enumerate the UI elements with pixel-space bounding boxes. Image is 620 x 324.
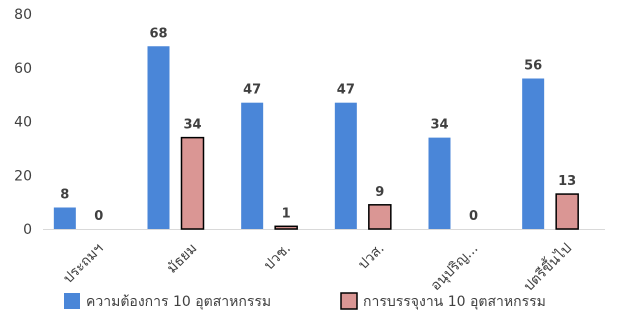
- data-label-series-2-6: 13: [558, 174, 576, 189]
- x-tick-label: ปตรีขึ้นไป: [519, 238, 575, 294]
- x-tick-label: มัธยม: [164, 241, 200, 277]
- data-label-series-1-4: 47: [337, 83, 355, 98]
- legend-label-series-2: การบรรจุงาน 10 อุตสาหกรรม: [363, 294, 546, 310]
- y-tick-label: 0: [23, 222, 32, 238]
- x-tick-label: ประถมฯ: [60, 241, 106, 287]
- legend-swatch-series-2: [340, 292, 358, 310]
- legend-swatch-series-1: [64, 293, 80, 309]
- bar-series-2-3: [274, 225, 298, 230]
- y-tick-label: 20: [14, 168, 32, 184]
- data-label-series-2-2: 34: [183, 118, 201, 133]
- bar-series-1-6: [522, 78, 545, 229]
- data-label-series-1-2: 68: [149, 26, 167, 41]
- data-label-series-1-6: 56: [524, 59, 542, 74]
- y-axis: 0 20 40 60 80: [14, 7, 32, 238]
- data-label-series-1-1: 8: [60, 188, 69, 203]
- bar-series-2-4: [368, 204, 392, 230]
- bar-series-1-3: [241, 102, 264, 229]
- bars: [53, 46, 579, 230]
- y-tick-label: 60: [14, 61, 32, 77]
- y-tick-label: 40: [14, 115, 32, 131]
- data-label-series-2-1: 0: [94, 209, 103, 224]
- data-labels: 8 68 47 47 34 56 0 34 1 9 0 13: [60, 26, 576, 224]
- x-axis: ประถมฯ มัธยม ปวช. ปวส. อนุปริญ... ปตรีขึ้นไป: [60, 238, 575, 294]
- legend: ความต้องการ 10 อุตสาหกรรม การบรรจุงาน 10…: [64, 292, 546, 310]
- bar-series-1-4: [334, 102, 357, 229]
- bar-series-2-6: [555, 193, 579, 230]
- bar-series-1-2: [147, 46, 170, 229]
- bar-series-2-2: [180, 136, 205, 230]
- x-tick-label: ปวส.: [355, 241, 387, 273]
- y-tick-label: 80: [14, 7, 32, 23]
- bar-series-1-1: [53, 207, 76, 229]
- data-label-series-2-5: 0: [469, 209, 478, 224]
- x-tick-label: ปวช.: [261, 241, 294, 274]
- data-label-series-1-3: 47: [243, 83, 261, 98]
- data-label-series-2-4: 9: [375, 185, 384, 200]
- legend-label-series-1: ความต้องการ 10 อุตสาหกรรม: [86, 294, 271, 310]
- data-label-series-1-5: 34: [430, 118, 448, 133]
- bar-series-1-5: [428, 137, 451, 229]
- x-tick-label: อนุปริญ...: [428, 241, 482, 295]
- data-label-series-2-3: 1: [282, 206, 291, 221]
